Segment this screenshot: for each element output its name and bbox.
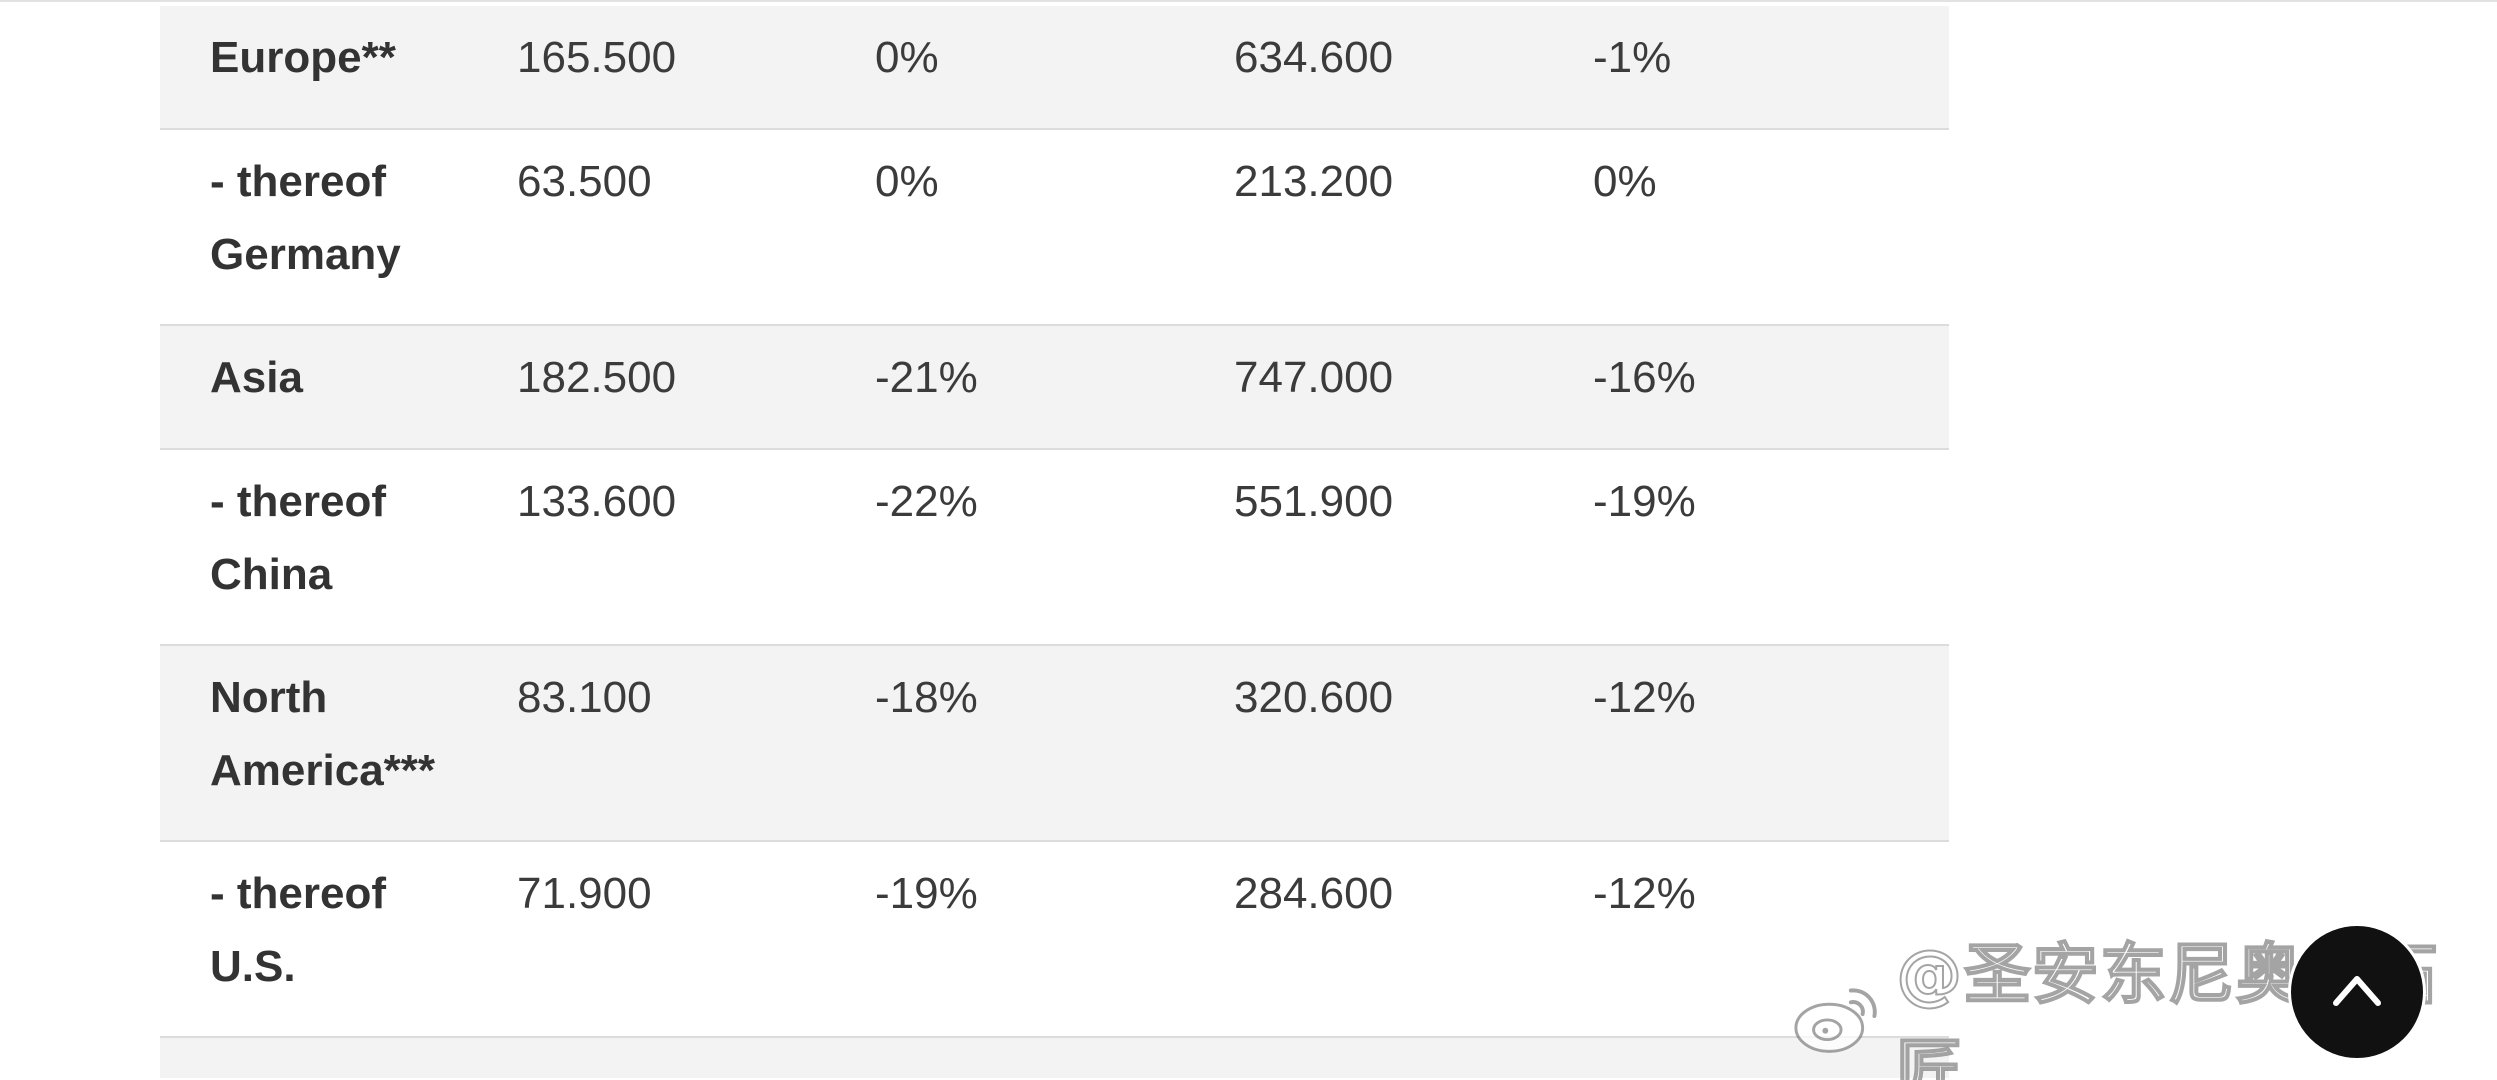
region-label-line1: - thereof xyxy=(210,869,386,918)
table-row-partial xyxy=(160,1038,1949,1078)
value-cell: 284.600 xyxy=(1234,869,1394,918)
region-cell: North America*** xyxy=(160,628,517,807)
region-cell: Asia xyxy=(160,308,517,414)
table-row: - thereof Germany 63.500 0% 213.200 0% xyxy=(160,130,1949,326)
change-cell: -21% xyxy=(875,353,978,402)
value-cell: 747.000 xyxy=(1234,353,1394,402)
value-cell: 63.500 xyxy=(517,157,652,206)
table-row: North America*** 83.100 -18% 320.600 -12… xyxy=(160,646,1949,842)
change-cell: 0% xyxy=(875,33,939,82)
region-label-line2: Germany xyxy=(210,230,401,279)
region-label: Asia xyxy=(210,353,303,402)
value-cell: 634.600 xyxy=(1234,33,1394,82)
region-cell: - thereof U.S. xyxy=(160,824,517,1003)
value-cell: 165.500 xyxy=(517,33,677,82)
region-label-line1: - thereof xyxy=(210,477,386,526)
table-row: Europe** 165.500 0% 634.600 -1% xyxy=(160,6,1949,130)
table-row: Asia 182.500 -21% 747.000 -16% xyxy=(160,326,1949,450)
region-cell: Europe** xyxy=(160,0,517,94)
change-cell: -18% xyxy=(875,673,978,722)
change-cell: -22% xyxy=(875,477,978,526)
change-cell: -19% xyxy=(875,869,978,918)
region-label-line2: China xyxy=(210,550,333,599)
value-cell: 71.900 xyxy=(517,869,652,918)
change-cell: -19% xyxy=(1593,477,1696,526)
chevron-up-icon xyxy=(2333,976,2381,1006)
region-label: Europe** xyxy=(210,33,396,82)
region-label-line2: America*** xyxy=(210,746,436,795)
region-cell: - thereof Germany xyxy=(160,112,517,291)
change-cell: 0% xyxy=(875,157,939,206)
region-label-line1: North xyxy=(210,673,328,722)
table-row: - thereof China 133.600 -22% 551.900 -19… xyxy=(160,450,1949,646)
value-cell: 182.500 xyxy=(517,353,677,402)
change-cell: -16% xyxy=(1593,353,1696,402)
change-cell: -1% xyxy=(1593,33,1672,82)
value-cell: 213.200 xyxy=(1234,157,1394,206)
value-cell: 551.900 xyxy=(1234,477,1394,526)
change-cell: -12% xyxy=(1593,869,1696,918)
region-cell: - thereof China xyxy=(160,432,517,611)
value-cell: 83.100 xyxy=(517,673,652,722)
region-label-line2: U.S. xyxy=(210,942,296,991)
scroll-to-top-button[interactable] xyxy=(2288,923,2426,1061)
value-cell: 133.600 xyxy=(517,477,677,526)
region-label-line1: - thereof xyxy=(210,157,386,206)
change-cell: 0% xyxy=(1593,157,1657,206)
sales-table: Europe** 165.500 0% 634.600 -1% - thereo… xyxy=(160,6,1949,1078)
change-cell: -12% xyxy=(1593,673,1696,722)
value-cell: 320.600 xyxy=(1234,673,1394,722)
top-divider xyxy=(0,0,2497,2)
table-row: - thereof U.S. 71.900 -19% 284.600 -12% xyxy=(160,842,1949,1038)
